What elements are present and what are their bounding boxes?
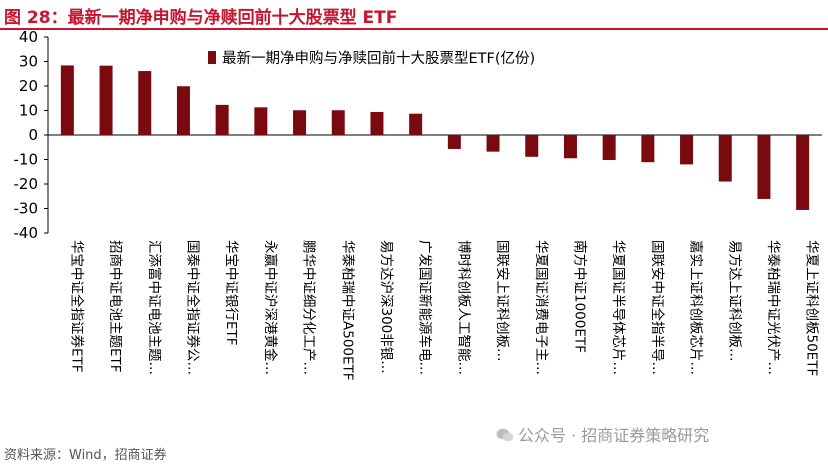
figure-title-bar: 图 28：最新一期净申购与净赎回前十大股票型 ETF xyxy=(0,0,828,30)
watermark: 公众号 · 招商证券策略研究 xyxy=(496,422,709,446)
category-label: 华夏上证科创板50ETF xyxy=(804,240,820,376)
bar xyxy=(718,135,732,182)
legend-swatch xyxy=(208,51,216,64)
bar xyxy=(99,65,113,135)
wechat-icon xyxy=(496,428,514,442)
bar xyxy=(176,86,190,135)
bar xyxy=(757,135,771,199)
category-label: 嘉实上证科创板芯片… xyxy=(688,240,704,375)
watermark-text: 公众号 · 招商证券策略研究 xyxy=(518,426,710,445)
category-label: 国泰中证全指证券公… xyxy=(184,240,201,375)
y-tick-label: -30 xyxy=(14,200,39,218)
bar xyxy=(254,107,268,135)
bar xyxy=(331,110,345,135)
bar xyxy=(680,135,694,165)
category-label: 鹏华中证细分化工产… xyxy=(301,240,317,375)
bar xyxy=(409,113,423,135)
bar xyxy=(370,111,384,135)
source-note: 资料来源：Wind，招商证券 xyxy=(4,448,167,463)
bar xyxy=(293,110,307,135)
y-tick-label: 0 xyxy=(28,126,38,144)
bar xyxy=(60,65,74,135)
category-label: 南方中证1000ETF xyxy=(571,240,587,353)
y-tick-label: 30 xyxy=(19,53,38,71)
category-label: 易方达沪深300非银… xyxy=(378,240,394,374)
y-tick-label: 40 xyxy=(19,28,38,46)
category-label: 华泰柏瑞中证A500ETF xyxy=(339,240,355,381)
category-label: 华泰柏瑞中证光伏产… xyxy=(765,240,781,375)
category-label: 国联安中证全指半导… xyxy=(649,240,666,375)
category-label: 广发国证新能源车电… xyxy=(417,240,434,375)
bar xyxy=(796,135,810,210)
category-label: 博时科创板人工智能… xyxy=(455,240,472,375)
bar xyxy=(563,135,577,159)
category-label: 易方达上证科创板… xyxy=(726,240,742,362)
bar xyxy=(486,135,500,152)
bar xyxy=(215,104,229,135)
category-label: 汇添富中证电池主题… xyxy=(146,240,163,375)
y-tick-label: -40 xyxy=(14,224,39,242)
bar xyxy=(138,71,152,135)
y-tick-label: 20 xyxy=(19,77,38,95)
title-rule xyxy=(0,28,828,30)
bar xyxy=(641,135,655,163)
category-label: 华宝中证全指证券ETF xyxy=(68,240,85,373)
category-label: 国联安上证科创板… xyxy=(494,240,510,362)
bar xyxy=(525,135,539,157)
category-label: 永赢中证沪深港黄金… xyxy=(262,240,279,375)
y-tick-label: -20 xyxy=(14,175,39,193)
bar xyxy=(447,135,461,149)
category-label: 招商中证电池主题ETF xyxy=(107,240,123,373)
y-tick-label: -10 xyxy=(14,151,39,169)
category-label: 华夏国证消费电子主… xyxy=(533,240,549,375)
legend-label: 最新一期净申购与净赎回前十大股票型ETF(亿份) xyxy=(222,50,535,67)
category-label: 华夏国证半导体芯片… xyxy=(610,240,626,375)
figure-title: 图 28：最新一期净申购与净赎回前十大股票型 ETF xyxy=(4,8,398,28)
y-tick-label: 10 xyxy=(19,102,38,120)
bar xyxy=(602,135,616,160)
category-label: 华宝中证银行ETF xyxy=(223,240,239,346)
